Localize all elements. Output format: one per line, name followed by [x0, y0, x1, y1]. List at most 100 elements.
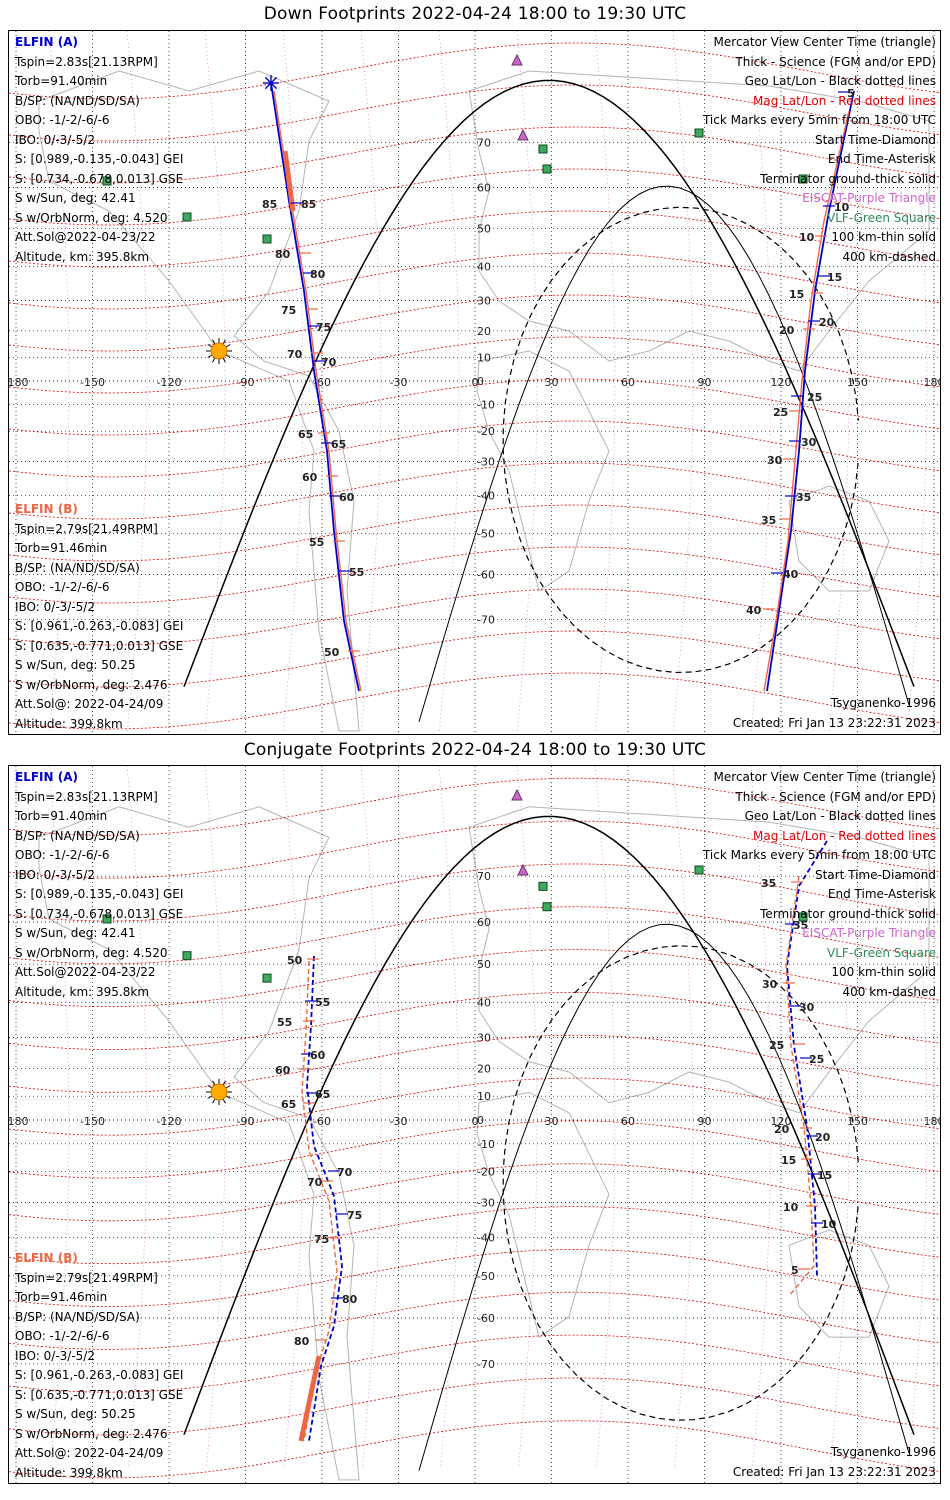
- vlf-square-icon: [262, 973, 272, 983]
- mag-latitude-line: [9, 1077, 940, 1136]
- elfin-a-ibo: IBO: 0/-3/-5/2: [15, 867, 95, 882]
- elfin-b-tick-label: 50: [287, 954, 303, 967]
- elfin-b-s-gse: S: [0.635,-0.771,0.013] GSE: [15, 638, 184, 653]
- lat-label: 50: [477, 958, 491, 971]
- lat-label: 0: [477, 375, 484, 388]
- elfin-b-bsp: B/SP: (NA/ND/SD/SA): [15, 1309, 140, 1324]
- lat-label: 40: [477, 997, 491, 1010]
- vlf-square-icon: [542, 164, 552, 174]
- lat-label: -20: [477, 1165, 495, 1178]
- legend-science: Thick - Science (FGM and/or EPD): [735, 789, 936, 804]
- elfin-b-bsp: B/SP: (NA/ND/SD/SA): [15, 560, 140, 575]
- elfin-a-label: ELFIN (A): [15, 35, 78, 49]
- mag-longitude-line: [906, 766, 928, 1467]
- sun-ray: [222, 357, 226, 363]
- elfin-a-tick-label: 35: [796, 491, 811, 504]
- mag-latitude-line: [9, 42, 940, 100]
- legend-start-time: Start Time-Diamond: [814, 132, 936, 147]
- elfin-b-tick-label: 35: [761, 877, 776, 890]
- lat-label: 60: [477, 182, 491, 195]
- lat-label: 60: [477, 916, 491, 929]
- sun-ray: [222, 1080, 226, 1086]
- elfin-a-s-orbnorm: S w/OrbNorm, deg: 4.520: [15, 945, 168, 960]
- elfin-b-s-gse: S: [0.635,-0.771,0.013] GSE: [15, 1387, 184, 1402]
- lon-label: 0: [472, 1115, 479, 1128]
- lon-label: 0: [472, 376, 479, 389]
- mag-longitude-line: [282, 766, 304, 1467]
- sun-ray: [207, 1095, 213, 1099]
- elfin-a-bsp: B/SP: (NA/ND/SD/SA): [15, 828, 140, 843]
- model-label: Tsyganenko-1996: [830, 696, 936, 710]
- terminator-line: [183, 79, 915, 687]
- elfin-b-tick-label: 30: [762, 978, 778, 991]
- sun-ray: [222, 339, 226, 345]
- conjugate-footprints-map-canvas: -180-150-120-90-60-300306090120150180706…: [9, 766, 940, 1483]
- elfin-b-track-left: [273, 90, 362, 692]
- mag-longitude-line: [438, 766, 460, 1467]
- elfin-a-label: ELFIN (A): [15, 770, 78, 784]
- mag-longitude-line: [48, 31, 70, 732]
- elfin-b-tick-label: 10: [799, 231, 815, 244]
- elfin-b-conjugate-track-right: [785, 875, 815, 1297]
- mag-latitude-line: [9, 84, 940, 142]
- elfin-a-altitude: Altitude, km: 395.8km: [15, 984, 150, 999]
- down-footprints-map-canvas: -180-150-120-90-60-300306090120150180706…: [9, 31, 940, 734]
- mag-longitude-line: [516, 766, 538, 1467]
- elfin-b-tick-label: 5: [791, 1264, 799, 1277]
- elfin-b-tick-label: 75: [314, 1233, 329, 1246]
- end-time-asterisk-icon: [264, 76, 278, 90]
- elfin-a-attsol: Att.Sol@2022-04-23/22: [15, 965, 156, 979]
- elfin-a-s-gse: S: [0.734,-0.678,0.013] GSE: [15, 906, 184, 921]
- elfin-a-tick-label: 30: [799, 1001, 815, 1014]
- mag-latitude-line: [9, 1377, 940, 1436]
- lat-label: -20: [477, 425, 495, 438]
- vlf-square-icon: [542, 902, 552, 912]
- lat-label: -40: [477, 1231, 495, 1244]
- mag-latitude-line: [9, 504, 940, 562]
- lon-label: 60: [621, 376, 635, 389]
- lon-label: -180: [9, 376, 28, 389]
- sun-ray: [207, 1085, 213, 1089]
- elfin-b-conjugate-track-left: [301, 960, 338, 1442]
- vlf-square-icon: [182, 212, 192, 222]
- legend-400km: 400 km-dashed: [842, 984, 936, 999]
- mag-latitude-line: [9, 1291, 940, 1350]
- elfin-b-tick-label: 80: [294, 1335, 310, 1348]
- lon-label: -60: [313, 1115, 331, 1128]
- lon-label: 30: [545, 376, 559, 389]
- elfin-b-tick-label: 15: [789, 288, 804, 301]
- sun-ray: [225, 1085, 231, 1089]
- sun-ray: [225, 1095, 231, 1099]
- legend-center-time: Mercator View Center Time (triangle): [713, 770, 936, 784]
- legend-tick-marks: Tick Marks every 5min from 18:00 UTC: [702, 113, 936, 127]
- elfin-a-tick-label: 75: [347, 1209, 362, 1222]
- lon-label: 90: [698, 376, 712, 389]
- elfin-a-bsp: B/SP: (NA/ND/SD/SA): [15, 93, 140, 108]
- terminator-100km-line: [418, 185, 910, 723]
- mag-latitude-line: [9, 1420, 940, 1479]
- legend-eiscat: EISCAT-Purple Triangle: [802, 191, 936, 205]
- mag-latitude-line: [9, 906, 940, 965]
- sun-ray: [212, 357, 216, 363]
- sun-ray: [207, 354, 213, 358]
- mag-longitude-line: [828, 31, 850, 732]
- lon-label: -120: [157, 1115, 182, 1128]
- mag-longitude-line: [594, 31, 616, 732]
- lat-label: 70: [477, 870, 491, 883]
- elfin-b-tick-label: 85: [262, 198, 277, 211]
- eiscat-triangle-icon: [511, 788, 523, 801]
- elfin-a-tick-label: 80: [310, 268, 326, 281]
- lat-label: -30: [477, 456, 495, 469]
- mag-longitude-line: [282, 31, 304, 732]
- lon-label: -30: [390, 1115, 408, 1128]
- elfin-b-tick-label: 35: [761, 514, 776, 527]
- elfin-a-ibo: IBO: 0/-3/-5/2: [15, 132, 95, 147]
- elfin-b-info: ELFIN (B) Tspin=2.79s[21.49RPM] Torb=91.…: [15, 500, 183, 734]
- sun-ray: [212, 1098, 216, 1104]
- legend-geo-grid: Geo Lat/Lon - Black dotted lines: [744, 74, 936, 88]
- legend-tick-marks: Tick Marks every 5min from 18:00 UTC: [702, 848, 936, 862]
- vlf-square-icon: [538, 881, 548, 891]
- elfin-a-obo: OBO: -1/-2/-6/-6: [15, 848, 110, 862]
- coastline-3: [788, 485, 890, 592]
- lat-label: -60: [477, 569, 495, 582]
